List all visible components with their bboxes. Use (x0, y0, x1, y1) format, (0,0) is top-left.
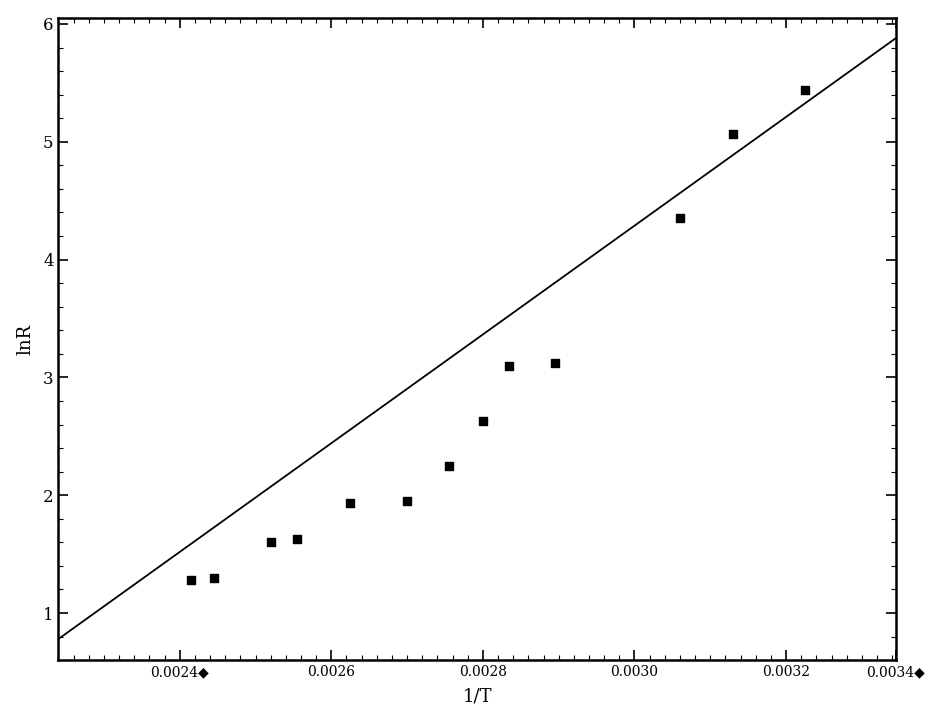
Y-axis label: lnR: lnR (17, 323, 35, 355)
Point (206, 572, 221, 583)
Point (263, 536, 278, 548)
Point (184, 574, 199, 586)
Point (441, 460, 456, 471)
Point (547, 357, 562, 369)
Point (673, 212, 688, 224)
Point (290, 533, 305, 544)
Point (476, 415, 491, 427)
Point (725, 128, 740, 139)
Point (798, 84, 813, 96)
Point (502, 360, 517, 371)
Point (343, 497, 358, 509)
X-axis label: 1/T: 1/T (463, 687, 492, 705)
Point (399, 495, 414, 507)
